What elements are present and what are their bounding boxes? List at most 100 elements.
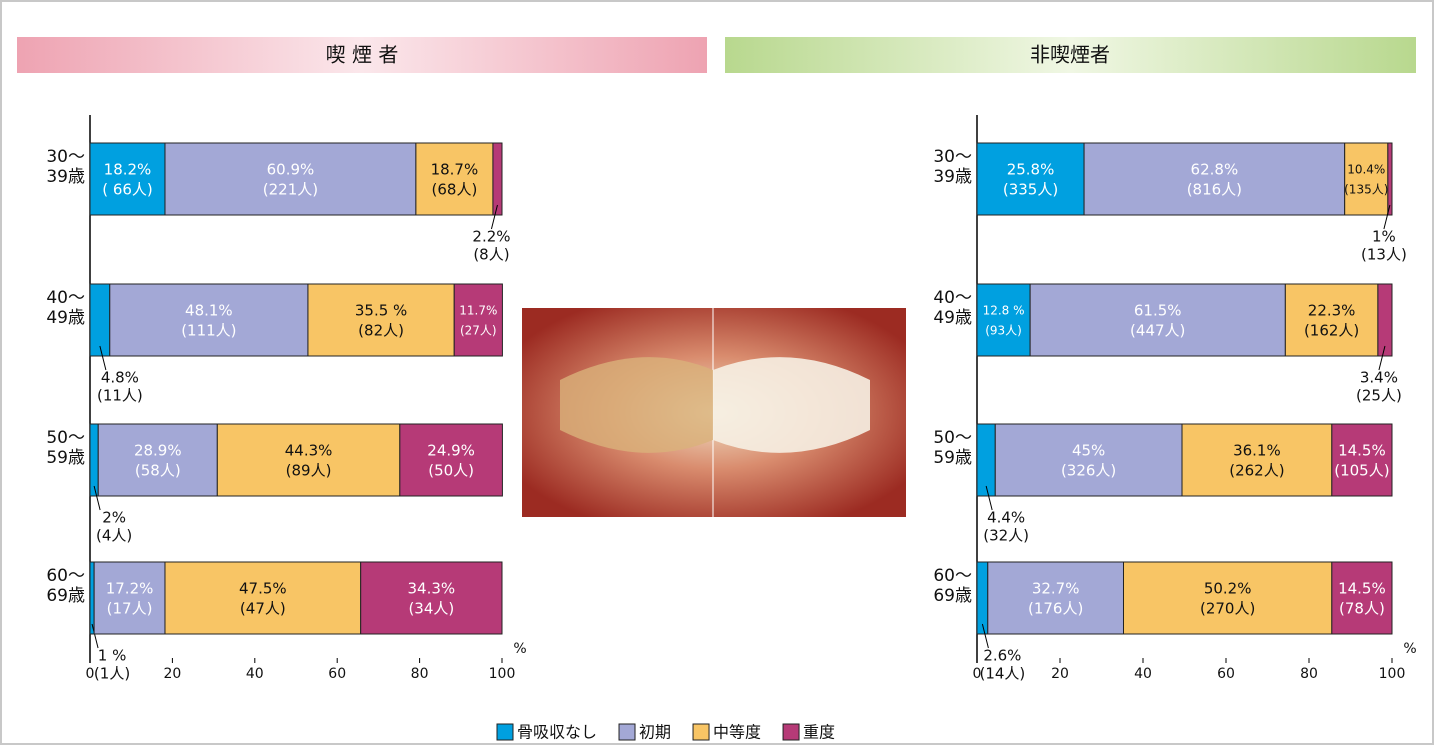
value-label: 28.9% bbox=[134, 442, 182, 460]
count-label: (447人) bbox=[1130, 322, 1185, 340]
value-label: 18.7% bbox=[431, 161, 479, 179]
x-axis-label: % bbox=[1403, 641, 1416, 657]
bar-segment bbox=[977, 143, 1084, 215]
x-tick-label: 60 bbox=[1217, 666, 1235, 682]
value-label: 1% bbox=[1372, 228, 1396, 246]
count-label: (111人) bbox=[181, 322, 236, 340]
bar-segment bbox=[165, 143, 416, 215]
value-label: 45% bbox=[1072, 442, 1105, 460]
category-text: 60〜 69歳 bbox=[892, 566, 972, 606]
count-label: (68人) bbox=[432, 181, 478, 199]
bar-segment bbox=[90, 143, 165, 215]
count-label: (262人) bbox=[1229, 462, 1284, 480]
bar-segment bbox=[1332, 562, 1392, 634]
count-label: (47人) bbox=[240, 600, 286, 618]
count-label: (11人) bbox=[97, 387, 143, 405]
value-label: 61.5% bbox=[1134, 302, 1182, 320]
value-label: 4.4% bbox=[987, 509, 1025, 527]
bar-segment bbox=[90, 424, 98, 496]
legend-label: 初期 bbox=[639, 723, 671, 742]
count-label: (135人) bbox=[1344, 183, 1388, 197]
bar-segment bbox=[110, 284, 308, 356]
category-text: 40〜 49歳 bbox=[5, 288, 85, 328]
count-label: (1人) bbox=[94, 665, 130, 683]
value-label: 4.8% bbox=[101, 369, 139, 387]
value-label: 3.4% bbox=[1360, 369, 1398, 387]
x-axis-label: % bbox=[513, 641, 526, 657]
value-label: 36.1% bbox=[1233, 442, 1281, 460]
count-label: (335人) bbox=[1003, 181, 1058, 199]
bar-segment bbox=[1332, 424, 1392, 496]
count-label: ( 66人) bbox=[102, 181, 153, 199]
bar-segment bbox=[94, 562, 165, 634]
bar-segment bbox=[1345, 143, 1388, 215]
count-label: (8人) bbox=[473, 246, 509, 264]
bar-segment bbox=[493, 143, 502, 215]
bar-segment bbox=[454, 284, 502, 356]
legend-label: 中等度 bbox=[713, 723, 761, 742]
bar-segment bbox=[217, 424, 400, 496]
legend-swatch bbox=[693, 724, 709, 740]
category-text: 60〜 69歳 bbox=[5, 566, 85, 606]
count-label: (82人) bbox=[358, 322, 404, 340]
bar-segment bbox=[90, 562, 94, 634]
bar-segment bbox=[400, 424, 503, 496]
bar-segment bbox=[977, 424, 995, 496]
bar-segment bbox=[165, 562, 361, 634]
category-label: 30〜 39歳 bbox=[892, 147, 972, 193]
count-label: (4人) bbox=[96, 527, 132, 545]
chart: 喫 煙 者 非喫煙者 020406080100%30〜 39歳18.2%( 66… bbox=[0, 0, 1435, 745]
count-label: (34人) bbox=[408, 600, 454, 618]
value-label: 47.5% bbox=[239, 580, 287, 598]
value-label: 10.4% bbox=[1347, 163, 1385, 177]
category-label: 60〜 69歳 bbox=[892, 566, 972, 612]
category-text: 40〜 49歳 bbox=[892, 288, 972, 328]
value-label: 35.5 % bbox=[355, 302, 407, 320]
value-label: 62.8% bbox=[1191, 161, 1239, 179]
category-label: 40〜 49歳 bbox=[5, 288, 85, 334]
value-label: 60.9% bbox=[267, 161, 315, 179]
count-label: (176人) bbox=[1028, 600, 1083, 618]
count-label: (89人) bbox=[286, 462, 332, 480]
x-tick-label: 100 bbox=[1379, 666, 1406, 682]
count-label: (25人) bbox=[1356, 387, 1402, 405]
value-label: 25.8% bbox=[1007, 161, 1055, 179]
count-label: (14人) bbox=[979, 665, 1025, 683]
category-label: 50〜 59歳 bbox=[5, 428, 85, 474]
bar-segment bbox=[977, 562, 988, 634]
legend-label: 重度 bbox=[803, 723, 835, 742]
bar-segment bbox=[90, 284, 110, 356]
bar-segment bbox=[1378, 284, 1392, 356]
count-label: (221人) bbox=[263, 181, 318, 199]
count-label: (78人) bbox=[1339, 600, 1385, 618]
legend-label: 骨吸収なし bbox=[517, 723, 597, 742]
bar-segment bbox=[995, 424, 1182, 496]
x-tick-label: 100 bbox=[489, 666, 516, 682]
x-tick-label: 40 bbox=[246, 666, 264, 682]
category-text: 30〜 39歳 bbox=[5, 147, 85, 187]
bar-segment bbox=[1285, 284, 1378, 356]
bar-segment bbox=[361, 562, 502, 634]
count-label: (162人) bbox=[1304, 322, 1359, 340]
value-label: 50.2% bbox=[1204, 580, 1252, 598]
count-label: (105人) bbox=[1334, 462, 1389, 480]
bar-segment bbox=[977, 284, 1030, 356]
category-label: 30〜 39歳 bbox=[5, 147, 85, 193]
legend-swatch bbox=[497, 724, 513, 740]
count-label: (816人) bbox=[1187, 181, 1242, 199]
value-label: 18.2% bbox=[104, 161, 152, 179]
bar-segment bbox=[1182, 424, 1332, 496]
bar-segment bbox=[416, 143, 493, 215]
value-label: 1 % bbox=[98, 647, 127, 665]
value-label: 2% bbox=[102, 509, 126, 527]
count-label: (50人) bbox=[428, 462, 474, 480]
value-label: 2.6% bbox=[983, 647, 1021, 665]
value-label: 12.8 % bbox=[983, 304, 1025, 318]
bar-segment bbox=[1084, 143, 1345, 215]
value-label: 34.3% bbox=[408, 580, 456, 598]
category-label: 60〜 69歳 bbox=[5, 566, 85, 612]
photo bbox=[522, 308, 906, 517]
count-label: (93人) bbox=[985, 324, 1022, 338]
value-label: 48.1% bbox=[185, 302, 233, 320]
x-tick-label: 80 bbox=[411, 666, 429, 682]
